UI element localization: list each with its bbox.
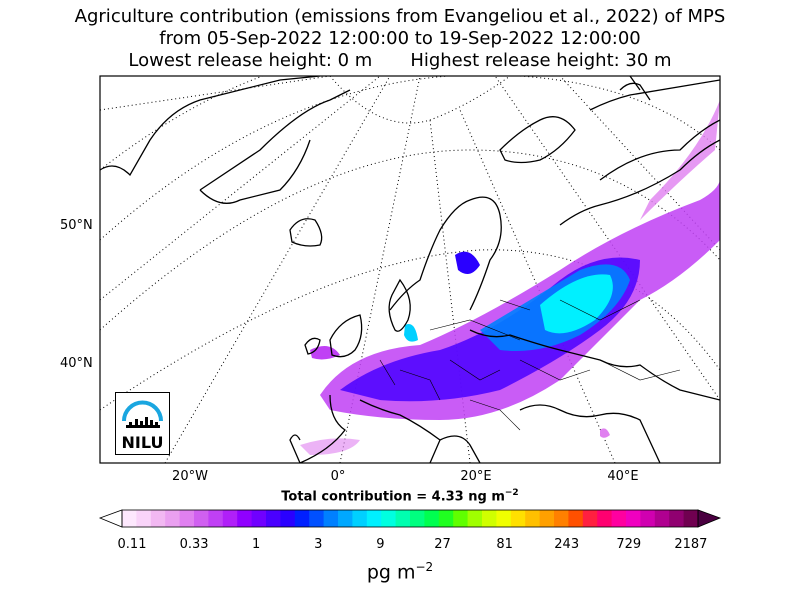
nilu-logo-graphic (122, 400, 163, 428)
colorbar-tick-label: 0.11 (117, 537, 147, 552)
borders (379, 299, 681, 431)
map-frame (99, 75, 721, 464)
colorbar-tick-label: 0.33 (179, 537, 209, 552)
title-line-3: Lowest release height: 0 m Highest releas… (0, 50, 800, 72)
colorbar-tick-label: 243 (554, 537, 580, 552)
colorbar-tick-label: 27 (434, 537, 451, 552)
emission-plume (300, 100, 720, 455)
colorbar-unit: pg m−2 (0, 560, 800, 583)
coastlines (100, 76, 720, 463)
lat-label-50n: 50°N (60, 218, 93, 233)
colorbar-tick-label: 3 (314, 537, 323, 552)
colorbar-tick-label: 2187 (674, 537, 708, 552)
lon-label-20e: 20°E (460, 469, 492, 484)
lowest-release-height: Lowest release height: 0 m (128, 50, 373, 71)
lon-label-40e: 40°E (607, 469, 639, 484)
lon-label-0: 0° (330, 469, 346, 484)
colorbar-tick-label: 729 (616, 537, 642, 552)
nilu-logo: NILU (115, 392, 170, 455)
colorbar-tick-label: 1 (252, 537, 261, 552)
colorbar-tick-label: 81 (496, 537, 513, 552)
colorbar-unit-exponent: −2 (415, 560, 434, 574)
total-contribution-exponent: −2 (504, 488, 519, 498)
lat-label-40n: 40°N (60, 356, 93, 371)
title-line-1: Agriculture contribution (emissions from… (74, 6, 726, 27)
lon-label-20w: 20°W (172, 469, 208, 484)
colorbar-unit-text: pg m (366, 561, 416, 584)
nilu-logo-text: NILU (121, 433, 164, 452)
total-contribution-text: Total contribution = 4.33 ng m (281, 489, 505, 505)
title-line-2: from 05-Sep-2022 12:00:00 to 19-Sep-2022… (159, 28, 641, 49)
colorbar-tick-label: 9 (376, 537, 385, 552)
total-contribution: Total contribution = 4.33 ng m−2 (0, 488, 800, 504)
highest-release-height: Highest release height: 30 m (410, 50, 672, 71)
